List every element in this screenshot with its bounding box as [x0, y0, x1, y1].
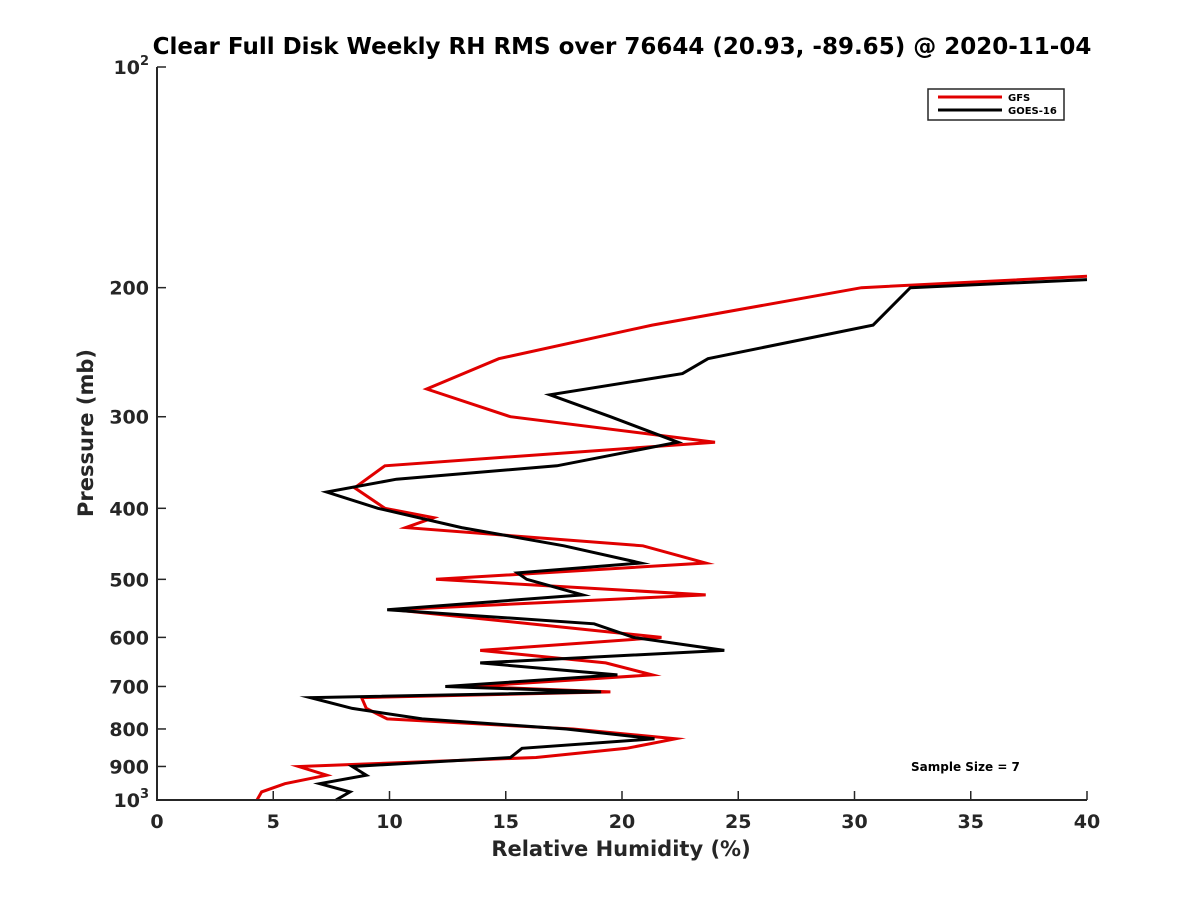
x-tick-label: 25 — [725, 811, 751, 833]
chart-title: Clear Full Disk Weekly RH RMS over 76644… — [153, 34, 1092, 60]
x-tick-label: 0 — [150, 811, 163, 833]
x-ticks: 0 5 10 15 20 25 30 35 40 — [150, 791, 1100, 833]
x-axis-label: Relative Humidity (%) — [491, 837, 750, 861]
series-line-goes16 — [299, 278, 1088, 802]
y-tick-label: 900 — [109, 756, 149, 778]
y-tick-label: 800 — [109, 719, 149, 741]
y-tick-label: 102 — [114, 54, 150, 79]
legend: GFS GOES-16 — [927, 88, 1065, 121]
series-layer — [255, 274, 1088, 802]
legend-label-goes16: GOES-16 — [1008, 106, 1057, 117]
x-tick-label: 15 — [493, 811, 519, 833]
plot-area: 102 200 300 400 500 600 700 800 900 103 0 5 10 15 20 2… — [109, 54, 1100, 833]
x-tick-label: 40 — [1074, 811, 1100, 833]
series-line-gfs — [255, 274, 1088, 801]
sample-size-annotation: Sample Size = 7 — [911, 760, 1020, 774]
x-tick-label: 5 — [267, 811, 280, 833]
y-tick-label: 600 — [109, 627, 149, 649]
y-axis-label: Pressure (mb) — [74, 349, 98, 517]
y-tick-label: 400 — [109, 498, 149, 520]
y-ticks: 102 200 300 400 500 600 700 800 900 103 — [109, 54, 166, 812]
y-tick-label: 700 — [109, 676, 149, 698]
x-tick-label: 35 — [958, 811, 984, 833]
x-tick-label: 10 — [376, 811, 402, 833]
legend-label-gfs: GFS — [1008, 93, 1030, 104]
y-tick-label: 300 — [109, 407, 149, 429]
y-tick-label: 200 — [109, 278, 149, 300]
legend-box — [927, 88, 1065, 121]
y-tick-label: 103 — [114, 787, 150, 812]
x-tick-label: 20 — [609, 811, 635, 833]
y-tick-label: 500 — [109, 569, 149, 591]
x-tick-label: 30 — [841, 811, 867, 833]
